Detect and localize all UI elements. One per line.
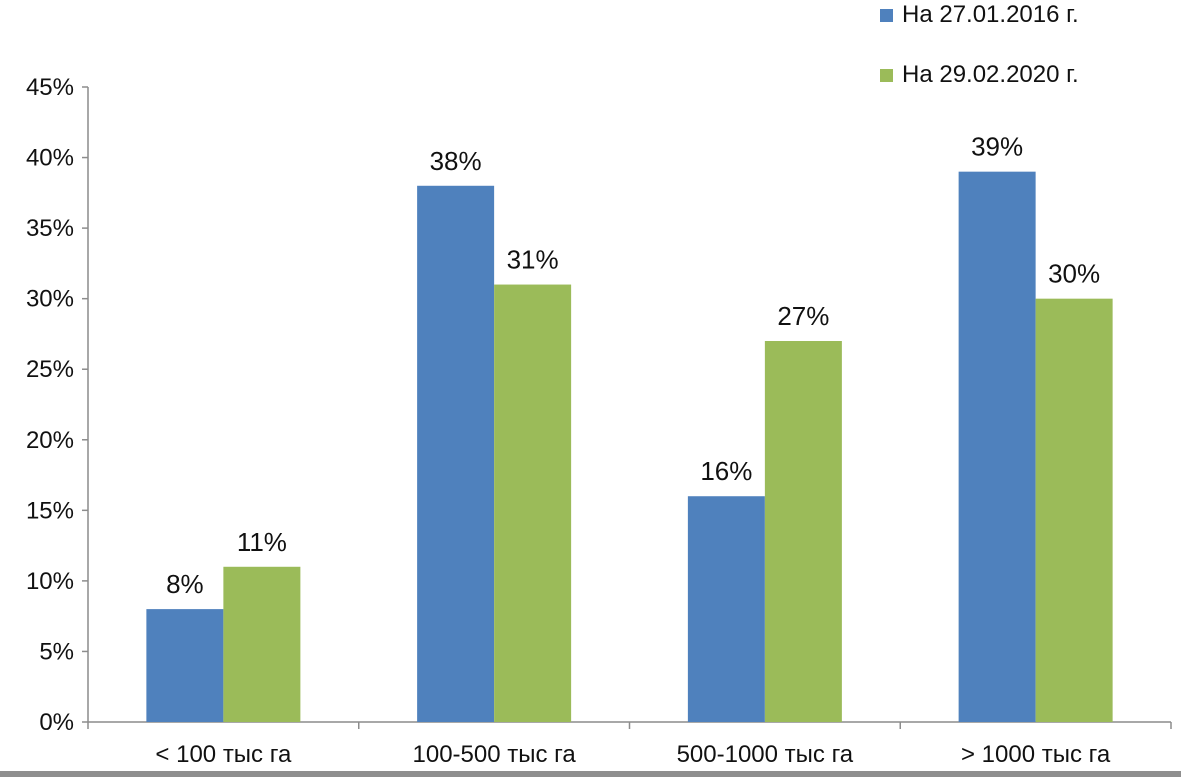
y-tick-label: 5% — [39, 638, 74, 665]
y-tick-label: 0% — [39, 709, 74, 736]
data-label-series-1: 38% — [430, 146, 482, 176]
bar-series-1 — [417, 185, 495, 722]
y-tick-label: 15% — [26, 497, 74, 524]
y-tick-label: 30% — [26, 286, 74, 313]
x-tick-label: 500-1000 тыс га — [677, 741, 854, 768]
x-tick-label: 100-500 тыс га — [413, 741, 577, 768]
data-labels: 8% 11% 38% 31% 16% 27% 39% 30% — [166, 132, 1100, 599]
x-tick-label: < 100 тыс га — [155, 741, 292, 768]
x-tick-label: > 1000 тыс га — [961, 741, 1111, 768]
y-tick-label: 20% — [26, 427, 74, 454]
bottom-rule — [0, 771, 1181, 777]
legend-swatch-2 — [880, 69, 893, 82]
bar-series-2 — [1035, 298, 1113, 722]
bar-series-2 — [764, 341, 842, 722]
y-axis: 0% 5% 10% 15% 20% 25% 30% 35% 40% 45% — [26, 74, 89, 736]
bar-series-1 — [958, 171, 1036, 722]
data-label-series-2: 11% — [237, 527, 287, 557]
y-tick-label: 35% — [26, 215, 74, 242]
bar-series-2 — [223, 566, 301, 722]
bar-series-1 — [146, 609, 224, 722]
y-tick-label: 45% — [26, 74, 74, 101]
bars — [146, 171, 1113, 722]
x-axis: < 100 тыс га 100-500 тыс га 500-1000 тыс г… — [87, 721, 1172, 768]
data-label-series-1: 8% — [166, 569, 204, 599]
y-tick-label: 40% — [26, 145, 74, 172]
legend: На 27.01.2016 г. На 29.02.2020 г. — [880, 1, 1079, 88]
data-label-series-2: 31% — [507, 245, 559, 275]
legend-label-1: На 27.01.2016 г. — [902, 1, 1079, 28]
y-tick-label: 25% — [26, 356, 74, 383]
y-tick-label: 10% — [26, 568, 74, 595]
bar-series-1 — [687, 496, 765, 722]
legend-swatch-1 — [880, 9, 893, 22]
data-label-series-1: 16% — [700, 456, 752, 486]
legend-label-2: На 29.02.2020 г. — [902, 61, 1079, 88]
data-label-series-2: 30% — [1048, 259, 1100, 289]
data-label-series-2: 27% — [777, 301, 829, 331]
data-label-series-1: 39% — [971, 132, 1023, 162]
bar-series-2 — [494, 284, 572, 722]
